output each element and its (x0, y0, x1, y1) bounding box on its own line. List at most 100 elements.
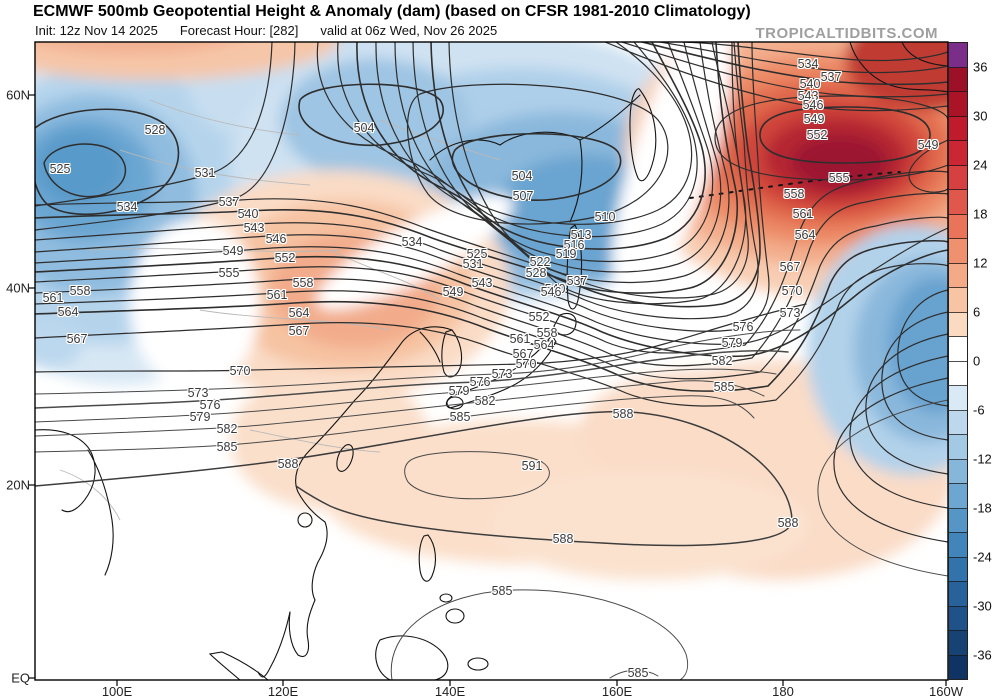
colorbar-segment (949, 239, 967, 264)
x-axis-label: 160W (929, 684, 963, 699)
contour-label: 582 (217, 422, 238, 436)
contour-label: 561 (267, 288, 288, 302)
contour-label: 570 (230, 364, 251, 378)
colorbar-tick-label: 0 (973, 354, 980, 369)
contour-label: 588 (278, 457, 299, 471)
contour-label: 549 (804, 112, 825, 126)
colorbar-segment (949, 631, 967, 656)
anomaly-shading (0, 0, 1000, 580)
contour-label: 531 (195, 166, 216, 180)
coast-sumatra (210, 652, 268, 680)
colorbar-tick-label: -36 (973, 648, 992, 663)
contour-label: 540 (238, 207, 259, 221)
contour-label: 567 (67, 332, 88, 346)
contour-label: 564 (795, 228, 816, 242)
colorbar-tick-label: -6 (973, 403, 985, 418)
x-axis-label: 120E (268, 684, 298, 699)
colorbar-segment (949, 484, 967, 509)
contour-label: 534 (402, 235, 423, 249)
anomaly-colorbar (948, 42, 968, 680)
contour-label: 546 (266, 232, 287, 246)
contour-label: 537 (567, 274, 588, 288)
contour-label: 564 (58, 305, 79, 319)
contour-label: 558 (784, 187, 805, 201)
colorbar-tick-label: -12 (973, 452, 992, 467)
contour-label: 543 (472, 276, 493, 290)
contour-label: 546 (803, 98, 824, 112)
colorbar-segment (949, 337, 967, 362)
x-axis-label: 160E (602, 684, 632, 699)
contour-label: 534 (117, 200, 138, 214)
coast-borneo (376, 636, 448, 680)
contour-label: 564 (289, 306, 310, 320)
colorbar-segment (949, 215, 967, 240)
contour-label: 585 (492, 584, 513, 598)
colorbar-segment (949, 656, 967, 680)
colorbar-segment (949, 117, 967, 142)
coast-malay (258, 612, 290, 677)
colorbar-tick-label: -18 (973, 501, 992, 516)
y-axis-label: 60N (0, 88, 30, 103)
colorbar-segment (949, 190, 967, 215)
colorbar-segment (949, 509, 967, 534)
coast-indochina (289, 600, 315, 657)
contour-label: 564 (534, 338, 555, 352)
contour-label: 558 (70, 284, 91, 298)
contour-label: 588 (613, 407, 634, 421)
contour-label: 585 (714, 380, 735, 394)
coast-sulawesi (468, 658, 488, 670)
y-axis-label: 20N (0, 478, 30, 493)
y-axis-label: EQ (0, 671, 30, 686)
contour-label: 537 (219, 195, 240, 209)
contour-label: 552 (529, 310, 550, 324)
contour-label: 525 (50, 162, 71, 176)
colorbar-segment (949, 435, 967, 460)
colorbar-tick-label: -30 (973, 599, 992, 614)
contour-label: 591 (522, 459, 543, 473)
colorbar-segment (949, 362, 967, 387)
contour-label: 510 (595, 210, 616, 224)
contour-label: 552 (807, 128, 828, 142)
colorbar-segment (949, 533, 967, 558)
colorbar-segment (949, 166, 967, 191)
contour-label: 588 (553, 532, 574, 546)
contour-label: 570 (516, 357, 537, 371)
colorbar-segment (949, 43, 967, 68)
weather-map-page: ECMWF 500mb Geopotential Height & Anomal… (0, 0, 1000, 700)
contour-label: 555 (219, 266, 240, 280)
contour-label: 543 (244, 221, 265, 235)
x-axis-label: 180 (772, 684, 794, 699)
contour-label: 585 (628, 666, 649, 680)
colorbar-tick-label: 12 (973, 255, 987, 270)
contour-label: 582 (712, 354, 733, 368)
colorbar-tick-label: -24 (973, 550, 992, 565)
colorbar-segment (949, 411, 967, 436)
contour-label: 549 (223, 244, 244, 258)
colorbar-segment (949, 141, 967, 166)
contour-label: 531 (463, 257, 484, 271)
contour-label: 561 (43, 291, 64, 305)
contour-label: 534 (798, 57, 819, 71)
contour-label: 519 (556, 247, 577, 261)
contour-label: 528 (526, 266, 547, 280)
colorbar-tick-label: 24 (973, 157, 987, 172)
contour-label: 507 (513, 189, 534, 203)
contour-label: 504 (512, 169, 533, 183)
contour-label: 558 (293, 276, 314, 290)
coast-mindanao (446, 609, 464, 623)
colorbar-segment (949, 607, 967, 632)
contour-label: 579 (722, 336, 743, 350)
contour-label: 576 (733, 320, 754, 334)
x-axis-label: 140E (435, 684, 465, 699)
contour-label: 582 (475, 394, 496, 408)
y-axis-label: 40N (0, 281, 30, 296)
x-axis-label: 100E (102, 684, 132, 699)
colorbar-segment (949, 313, 967, 338)
contour-label: 579 (190, 410, 211, 424)
colorbar-segment (949, 582, 967, 607)
contour-label: 576 (470, 375, 491, 389)
contour-label: 552 (275, 251, 296, 265)
contour-label: 567 (780, 260, 801, 274)
colorbar-tick-label: 30 (973, 108, 987, 123)
contour-label: 588 (778, 516, 799, 530)
